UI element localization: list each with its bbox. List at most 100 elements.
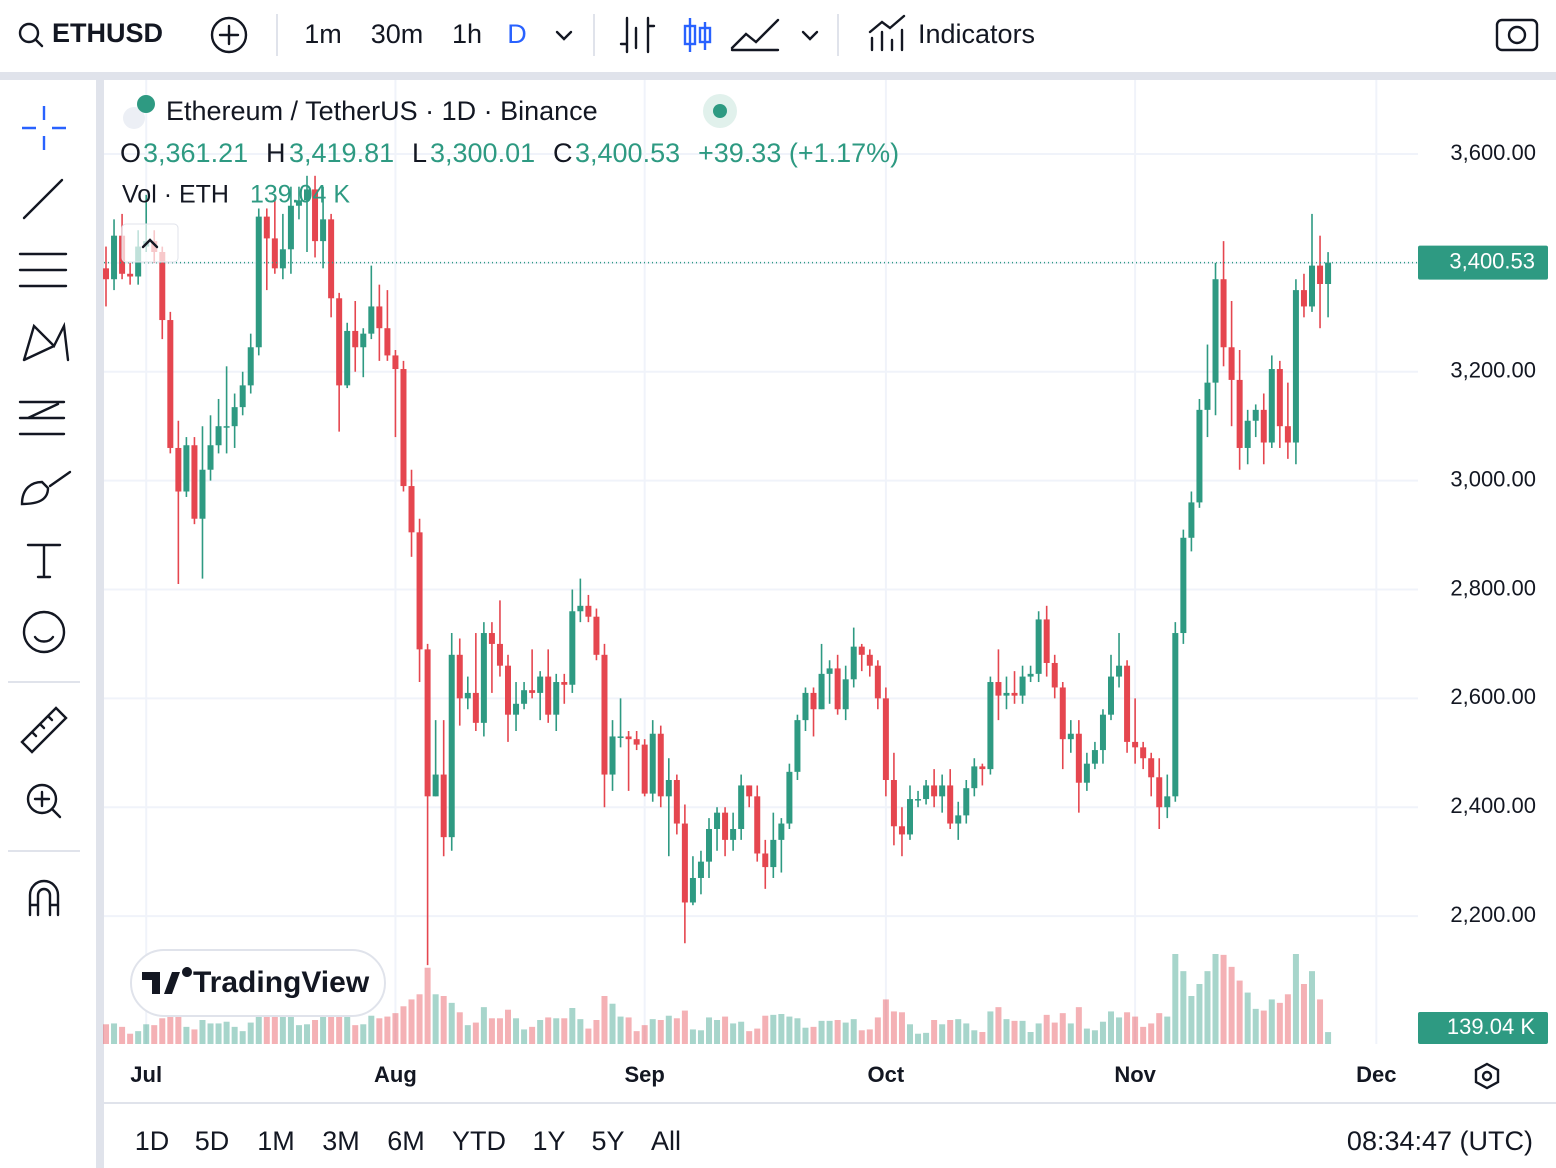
last-price-box: [1418, 245, 1548, 280]
text-tool[interactable]: [26, 543, 62, 579]
candle-body: [866, 654, 873, 666]
x-tick-label: Jul: [130, 1062, 162, 1087]
candle-body: [665, 780, 672, 797]
patterns[interactable]: [22, 321, 70, 362]
volume-bar: [746, 1031, 753, 1044]
emoji[interactable]: [22, 610, 66, 654]
forecast[interactable]: [18, 400, 66, 436]
volume-bar: [1268, 999, 1275, 1044]
volume-bar: [673, 1018, 680, 1044]
y-tick-label: 2,200.00: [1450, 902, 1536, 927]
range-button[interactable]: 6M: [387, 1126, 425, 1156]
candle-body: [746, 785, 753, 797]
zoom[interactable]: [26, 783, 58, 815]
candle-body: [1075, 733, 1082, 783]
volume-bar: [392, 1013, 399, 1044]
volume-bar: [416, 994, 423, 1044]
candle-body: [1284, 426, 1291, 443]
volume-bar: [135, 1031, 142, 1044]
interval-menu[interactable]: [555, 30, 573, 41]
candle-body: [689, 877, 696, 903]
fib[interactable]: [18, 252, 68, 288]
range-button[interactable]: 5Y: [591, 1126, 624, 1156]
crosshair[interactable]: [22, 106, 66, 150]
volume-bar: [480, 1007, 487, 1044]
candle-body: [1309, 265, 1315, 307]
candle-body: [955, 815, 962, 824]
add-symbol[interactable]: [210, 16, 248, 54]
volume-bar: [762, 1015, 769, 1044]
volume-bar: [505, 1009, 511, 1044]
area-style[interactable]: [730, 18, 780, 52]
volume-bar: [706, 1017, 712, 1044]
volume-bar: [689, 1029, 696, 1044]
range-button[interactable]: 3M: [322, 1126, 360, 1156]
volume-bar: [649, 1019, 656, 1044]
candles-style[interactable]: [688, 18, 707, 52]
range-button[interactable]: 1D: [135, 1126, 170, 1156]
indicators-icon[interactable]: [868, 14, 906, 52]
volume-bar: [1228, 966, 1235, 1044]
candle-body: [673, 780, 680, 824]
range-button[interactable]: 1Y: [532, 1126, 565, 1156]
volume-bar: [159, 1018, 166, 1044]
candle-body: [1051, 662, 1058, 688]
volume-bar: [1067, 1023, 1074, 1044]
collapse-legend[interactable]: [121, 223, 179, 263]
settings[interactable]: [1474, 1062, 1500, 1090]
volume-bar: [786, 1016, 793, 1044]
range-button[interactable]: All: [651, 1126, 681, 1156]
candle-body: [255, 216, 262, 348]
bars-style[interactable]: [619, 16, 656, 54]
volume-bar: [617, 1016, 624, 1044]
candle-body: [1027, 673, 1034, 677]
indicators[interactable]: Indicators: [918, 19, 1035, 49]
watermark-pill[interactable]: [130, 949, 386, 1017]
magnet[interactable]: [28, 879, 60, 917]
volume-bar: [1124, 1012, 1131, 1044]
candle-body: [987, 682, 994, 770]
candle-body: [649, 733, 656, 794]
interval[interactable]: 1h: [452, 19, 482, 49]
volume-bar: [1027, 1032, 1034, 1044]
range-button[interactable]: 5D: [195, 1126, 230, 1156]
trend-line[interactable]: [22, 178, 64, 220]
brush[interactable]: [20, 470, 72, 506]
volume-bar: [352, 1025, 359, 1044]
volume-bar: [569, 1008, 576, 1044]
interval[interactable]: 30m: [371, 19, 424, 49]
volume-bar: [898, 1012, 905, 1044]
volume-bar: [239, 1031, 246, 1044]
search-icon-handle: [34, 38, 44, 48]
volume-bar: [360, 1024, 367, 1044]
candle-body: [971, 766, 978, 789]
interval-active[interactable]: D: [507, 19, 527, 49]
x-tick-label: Dec: [1356, 1062, 1396, 1087]
range-button[interactable]: YTD: [452, 1126, 506, 1156]
volume-bar: [778, 1014, 785, 1044]
search-icon[interactable]: [18, 22, 40, 44]
volume-bar: [866, 1029, 873, 1044]
candle-body: [898, 826, 905, 835]
candle-body: [762, 853, 769, 868]
volume-bar: [882, 999, 889, 1044]
emoji-smile: [33, 635, 55, 643]
symbol[interactable]: ETHUSD: [52, 18, 163, 48]
volume-bar: [344, 1014, 351, 1044]
candle-body: [448, 654, 455, 838]
interval[interactable]: 1m: [304, 19, 342, 49]
volume-bar: [1212, 954, 1219, 1044]
ruler[interactable]: [20, 706, 68, 754]
candle-body: [963, 788, 970, 816]
range-button[interactable]: 1M: [257, 1126, 295, 1156]
candle-body: [545, 676, 552, 715]
candle-body: [1003, 692, 1010, 696]
screenshot[interactable]: [1495, 18, 1539, 52]
volume-bar: [207, 1023, 214, 1044]
candle-body: [794, 720, 801, 772]
style-menu[interactable]: [801, 30, 819, 41]
volume-bar: [593, 1020, 600, 1044]
volume-bar: [1091, 1030, 1098, 1044]
candle-body: [810, 692, 817, 710]
volume-bar: [722, 1016, 729, 1044]
